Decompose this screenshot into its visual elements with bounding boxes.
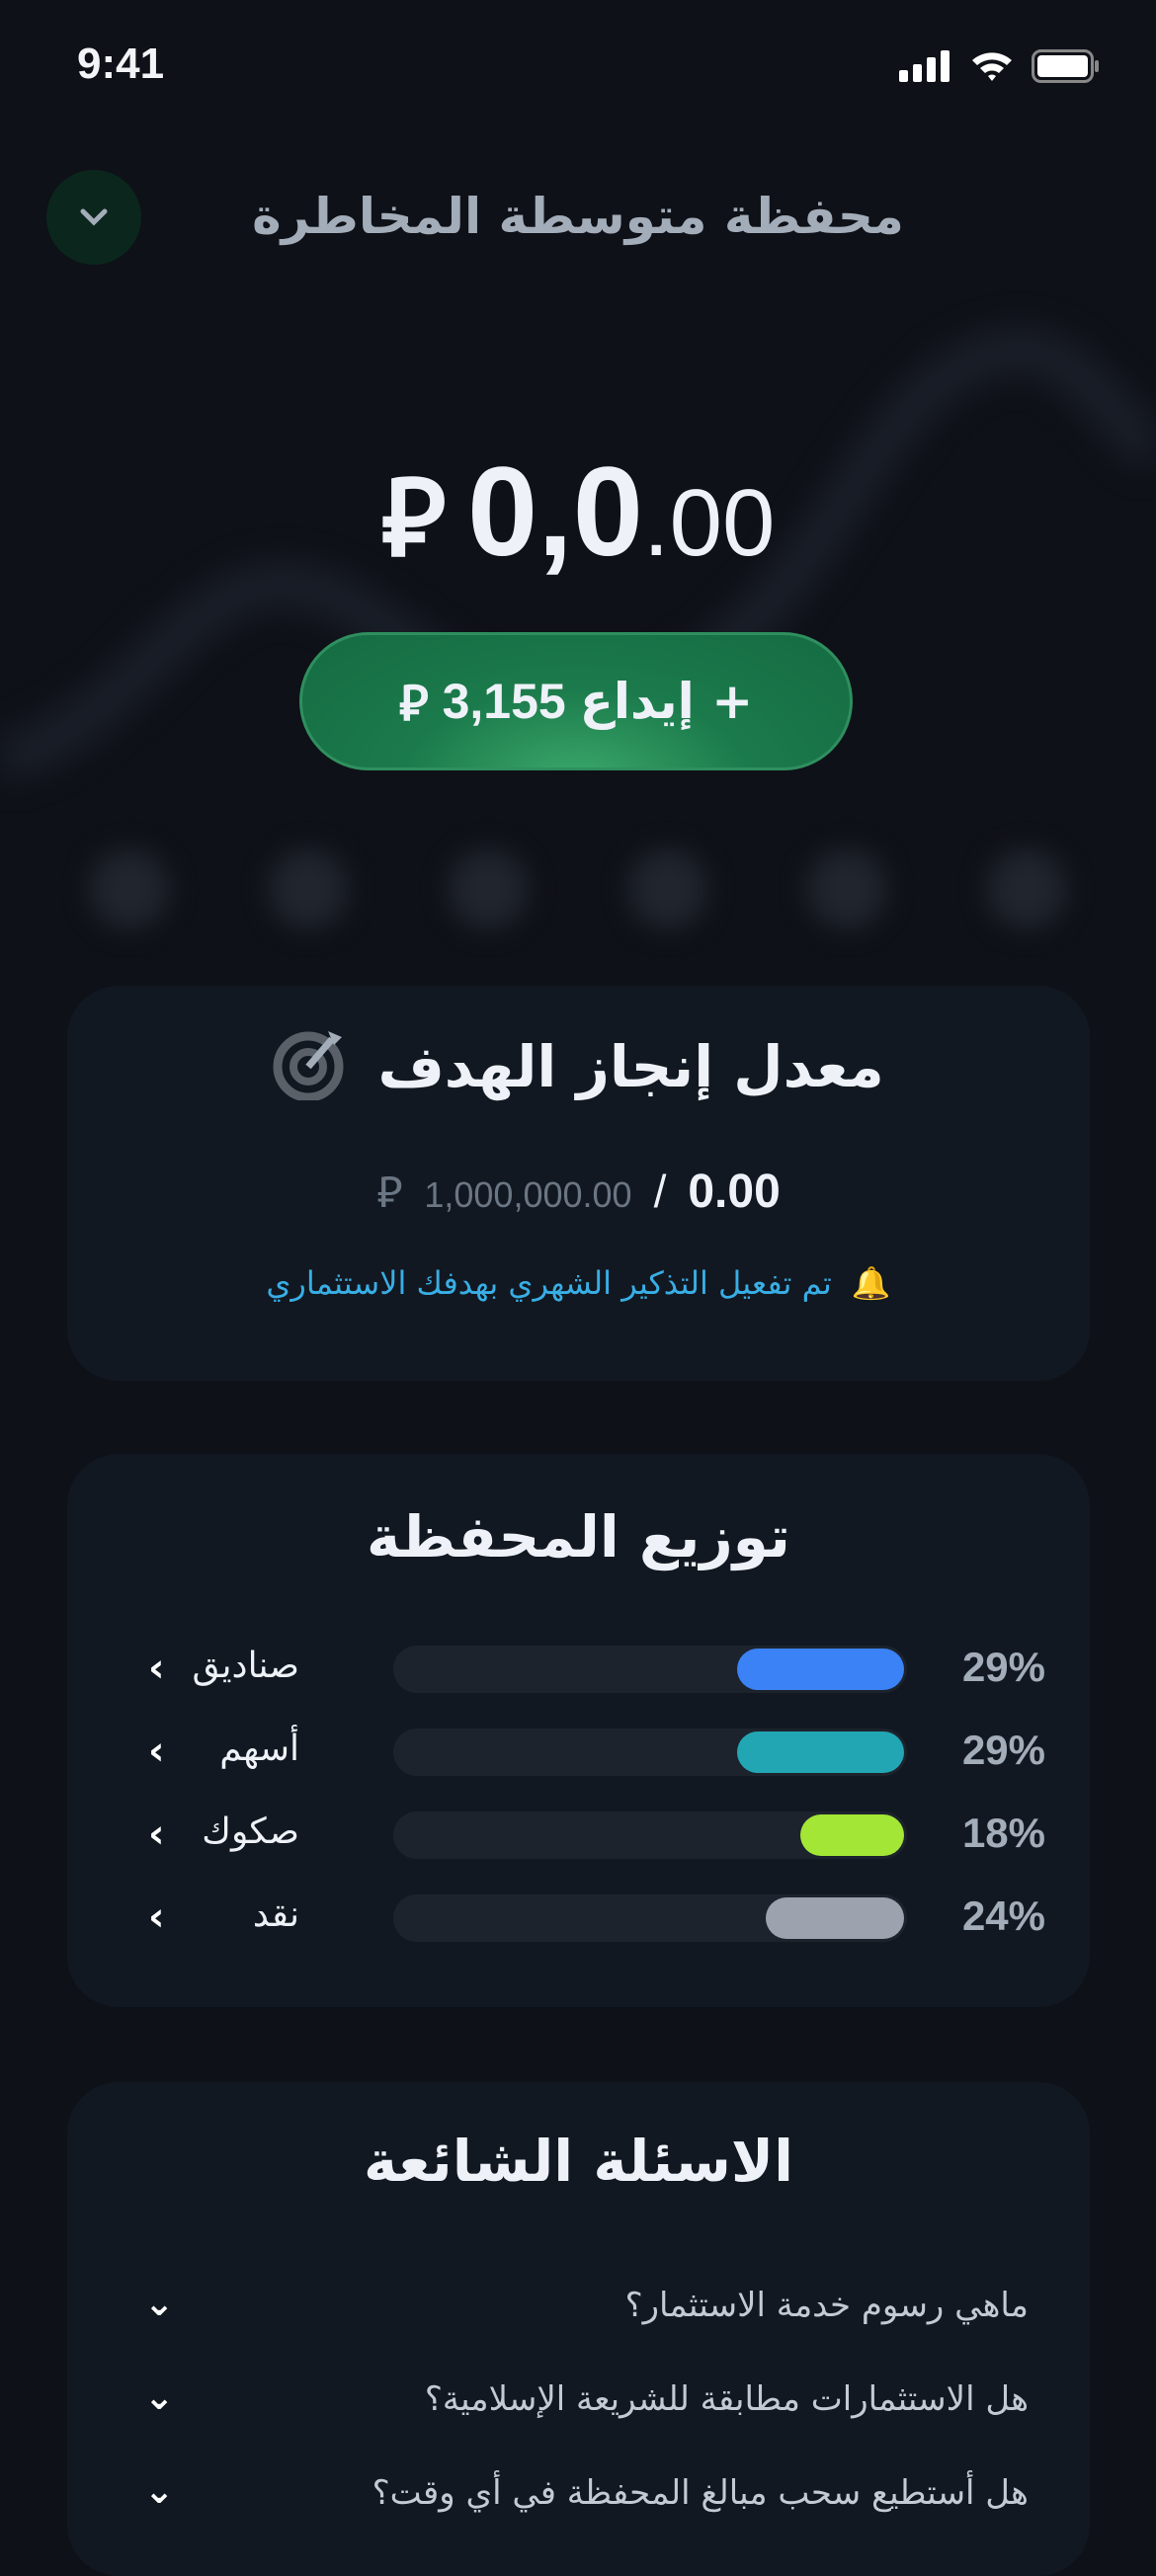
chevron-down-icon[interactable]: ⌄	[144, 2471, 175, 2512]
goal-target: 1,000,000.00	[424, 1174, 632, 1215]
goal-current: 0.00	[688, 1166, 781, 1218]
faq-question: هل الاستثمارات مطابقة للشريعة الإسلامية؟	[424, 2379, 1029, 2419]
faq-title: الاسئلة الشائعة	[364, 2128, 793, 2195]
allocation-label: أسهم	[219, 1729, 299, 1769]
deposit-amount: 3,155	[442, 674, 566, 729]
reminder-text: تم تفعيل التذكير الشهري بهدفك الاستثماري	[266, 1264, 832, 1302]
goal-separator: /	[653, 1166, 667, 1217]
allocation-bar-track	[393, 1811, 907, 1859]
deposit-button[interactable]: + إيداع 3,155 ⃁	[299, 632, 853, 770]
faq-question: ماهي رسوم خدمة الاستثمار؟	[624, 2286, 1029, 2325]
allocation-row[interactable]: ‹ نقد 24%	[67, 1889, 1090, 1948]
balance-integer: 0,0	[466, 442, 643, 583]
collapse-button[interactable]	[46, 170, 141, 265]
riyal-icon: ⃁	[376, 1168, 403, 1217]
riyal-icon: ⃁	[398, 674, 429, 732]
chevron-down-icon[interactable]: ⌄	[144, 2284, 175, 2324]
allocation-percent: 29%	[961, 1727, 1045, 1773]
allocation-label: نقد	[252, 1894, 299, 1935]
goal-title-text: معدل إنجاز الهدف	[377, 1033, 884, 1101]
allocation-label: صناديق	[192, 1646, 299, 1686]
allocation-row[interactable]: ‹ صناديق 29%	[67, 1640, 1090, 1699]
allocation-bar-track	[393, 1894, 907, 1942]
allocation-percent: 18%	[961, 1810, 1045, 1856]
allocation-bar-fill	[766, 1897, 904, 1939]
allocation-bar-fill	[737, 1731, 904, 1773]
goal-card-title: معدل إنجاز الهدف	[67, 986, 1090, 1114]
chevron-left-icon[interactable]: ‹	[148, 1646, 165, 1691]
deposit-label: + إيداع	[579, 673, 754, 730]
allocation-row[interactable]: ‹ أسهم 29%	[67, 1723, 1090, 1782]
chevron-left-icon[interactable]: ‹	[148, 1894, 165, 1940]
faq-item[interactable]: هل الاستثمارات مطابقة للشريعة الإسلامية؟…	[67, 2370, 1090, 2439]
faq-item[interactable]: هل أستطيع سحب مبالغ المحفظة في أي وقت؟ ⌄	[67, 2463, 1090, 2533]
allocation-label: صكوك	[202, 1811, 299, 1852]
balance-decimal: .00	[642, 470, 776, 576]
allocation-percent: 29%	[961, 1644, 1045, 1690]
page-title: محفظة متوسطة المخاطرة	[252, 188, 904, 245]
portfolio-balance: ⃁ 0,0.00	[0, 440, 1156, 586]
allocation-bar-track	[393, 1646, 907, 1693]
faq-item[interactable]: ماهي رسوم خدمة الاستثمار؟ ⌄	[67, 2276, 1090, 2345]
status-time: 9:41	[77, 40, 165, 88]
signal-icon	[899, 50, 950, 82]
blurred-placeholder-row	[0, 849, 1156, 928]
allocation-card: توزيع المحفظة ‹ صناديق 29% ‹ أسهم 29% ‹ صك…	[67, 1454, 1090, 2007]
allocation-bar-fill	[800, 1814, 904, 1856]
chevron-left-icon[interactable]: ‹	[148, 1729, 165, 1774]
riyal-icon: ⃁	[380, 457, 446, 579]
reminder-notice: 🔔 تم تفعيل التذكير الشهري بهدفك الاستثمار…	[67, 1264, 1090, 1302]
goal-progress: ⃁ 1,000,000.00 / 0.00	[67, 1164, 1090, 1220]
allocation-bar-fill	[737, 1649, 904, 1690]
status-icons	[899, 49, 1101, 83]
allocation-bar-track	[393, 1729, 907, 1776]
goal-card: معدل إنجاز الهدف ⃁ 1,000,000.00 / 0.00 🔔 تم …	[67, 986, 1090, 1381]
allocation-percent: 24%	[961, 1892, 1045, 1939]
wifi-icon	[972, 52, 1012, 81]
faq-card: الاسئلة الشائعة ماهي رسوم خدمة الاستثمار…	[67, 2082, 1090, 2576]
chevron-down-icon	[80, 208, 108, 226]
chevron-left-icon[interactable]: ‹	[148, 1811, 165, 1857]
target-icon	[273, 1027, 346, 1114]
chevron-down-icon[interactable]: ⌄	[144, 2377, 175, 2418]
allocation-title: توزيع المحفظة	[367, 1503, 790, 1570]
battery-icon	[1032, 49, 1099, 83]
bell-icon: 🔔	[851, 1264, 891, 1302]
allocation-row[interactable]: ‹ صكوك 18%	[67, 1806, 1090, 1865]
faq-question: هل أستطيع سحب مبالغ المحفظة في أي وقت؟	[372, 2473, 1029, 2513]
